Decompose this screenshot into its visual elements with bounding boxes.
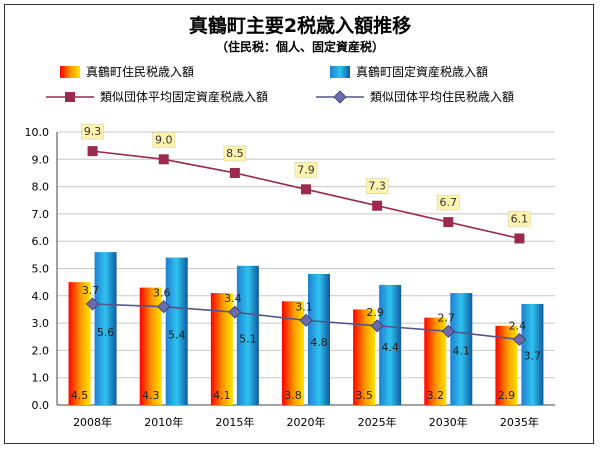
line-point	[372, 200, 383, 211]
line-label-box	[81, 123, 104, 140]
line-point	[514, 233, 525, 244]
line-point	[301, 184, 311, 195]
y-tick-label: 3.0	[32, 317, 50, 330]
bar-data-label: 5.6	[97, 326, 115, 339]
bar-data-label: 3.2	[427, 389, 445, 402]
y-tick-label: 9.0	[32, 153, 50, 166]
line-point	[86, 297, 100, 311]
bar-1	[450, 293, 473, 405]
bar-data-label: 4.8	[310, 336, 328, 349]
line-point	[441, 324, 455, 338]
line-label-box	[223, 145, 247, 162]
line-data-label: 3.1	[295, 300, 313, 313]
line-point	[443, 217, 454, 228]
x-tick-label: 2035年	[500, 415, 539, 429]
line-data-label: 6.7	[440, 196, 458, 209]
line-data-label: 8.5	[226, 147, 244, 160]
legend-marker	[65, 92, 75, 102]
bar-data-label: 3.7	[524, 350, 542, 363]
line-point	[299, 313, 313, 327]
bar-1	[308, 273, 330, 405]
legend-label: 真鶴町住民税歳入額	[86, 64, 194, 79]
line-data-label: 3.6	[153, 287, 171, 300]
line-data-label: 7.3	[368, 180, 386, 193]
bar-data-label: 4.5	[71, 389, 89, 402]
line-data-label: 9.3	[84, 125, 102, 138]
line-label-box	[365, 178, 389, 195]
line-point	[228, 305, 242, 319]
line-point	[229, 167, 240, 178]
line-data-label: 7.9	[297, 163, 315, 176]
y-tick-label: 8.0	[32, 181, 50, 194]
chart-title: 真鶴町主要2税歳入額推移	[189, 14, 411, 37]
line-point	[512, 332, 526, 347]
legend-label: 類似団体平均固定資産税歳入額	[100, 89, 268, 104]
bar-0	[210, 293, 233, 405]
x-tick-label: 2030年	[429, 415, 468, 429]
bar-data-label: 4.1	[453, 345, 471, 358]
bar-data-label: 2.9	[498, 389, 516, 402]
bar-0	[353, 309, 376, 405]
bar-data-label: 4.3	[142, 389, 160, 402]
bar-1	[165, 257, 188, 405]
y-tick-label: 7.0	[32, 208, 50, 221]
legend-marker	[333, 90, 347, 104]
bar-1	[379, 284, 402, 405]
line-label-box	[294, 162, 318, 178]
bar-1	[521, 303, 544, 405]
legend-label: 真鶴町固定資産税歳入額	[356, 64, 488, 79]
y-tick-label: 5.0	[32, 263, 50, 276]
line-label-box	[436, 194, 460, 211]
bar-data-label: 5.4	[168, 329, 186, 342]
bar-data-label: 3.8	[284, 389, 302, 402]
x-tick-label: 2020年	[287, 415, 326, 429]
legend-label: 類似団体平均住民税歳入額	[370, 90, 514, 104]
bar-1	[236, 265, 259, 405]
bar-data-label: 3.5	[355, 389, 373, 402]
bar-0	[424, 317, 447, 405]
legend-swatch	[330, 66, 350, 78]
y-tick-label: 10.0	[25, 126, 50, 139]
line-label-box	[508, 211, 531, 227]
line-data-label: 6.1	[511, 212, 529, 225]
bar-data-label: 4.4	[381, 341, 399, 354]
bar-1	[94, 252, 117, 405]
bar-0	[495, 325, 518, 405]
y-tick-label: 0.0	[32, 399, 50, 412]
line-data-label: 2.4	[509, 319, 527, 332]
bar-0	[68, 282, 91, 405]
x-tick-label: 2010年	[144, 415, 183, 429]
bar-0	[139, 287, 162, 405]
line-point	[158, 154, 169, 165]
line-point	[370, 319, 384, 333]
line-data-label: 2.7	[438, 311, 456, 324]
y-tick-label: 6.0	[32, 235, 50, 248]
line-point	[87, 146, 98, 157]
line-data-label: 3.7	[82, 284, 100, 297]
legend-swatch	[60, 66, 80, 78]
bar-data-label: 5.1	[239, 332, 257, 345]
y-tick-label: 4.0	[32, 290, 50, 303]
line-label-box	[152, 132, 176, 148]
line-data-label: 2.9	[366, 306, 384, 319]
x-tick-label: 2025年	[358, 415, 397, 429]
y-tick-label: 2.0	[32, 344, 50, 357]
x-tick-label: 2015年	[215, 415, 254, 429]
line-data-label: 3.4	[224, 292, 242, 305]
bar-data-label: 4.1	[213, 389, 231, 402]
chart-subtitle: （住民税：個人、固定資産税）	[216, 39, 384, 54]
x-tick-label: 2008年	[73, 415, 112, 429]
plot-area: 0.0 1.0 2.0 3.0 4.0 5.0 6.0 7.0 8.0 9.0 10.0 2008年 2…	[25, 123, 555, 429]
bar-0	[282, 301, 304, 405]
y-tick-label: 1.0	[32, 372, 50, 385]
line-data-label: 9.0	[155, 133, 173, 146]
line-point	[157, 300, 171, 314]
